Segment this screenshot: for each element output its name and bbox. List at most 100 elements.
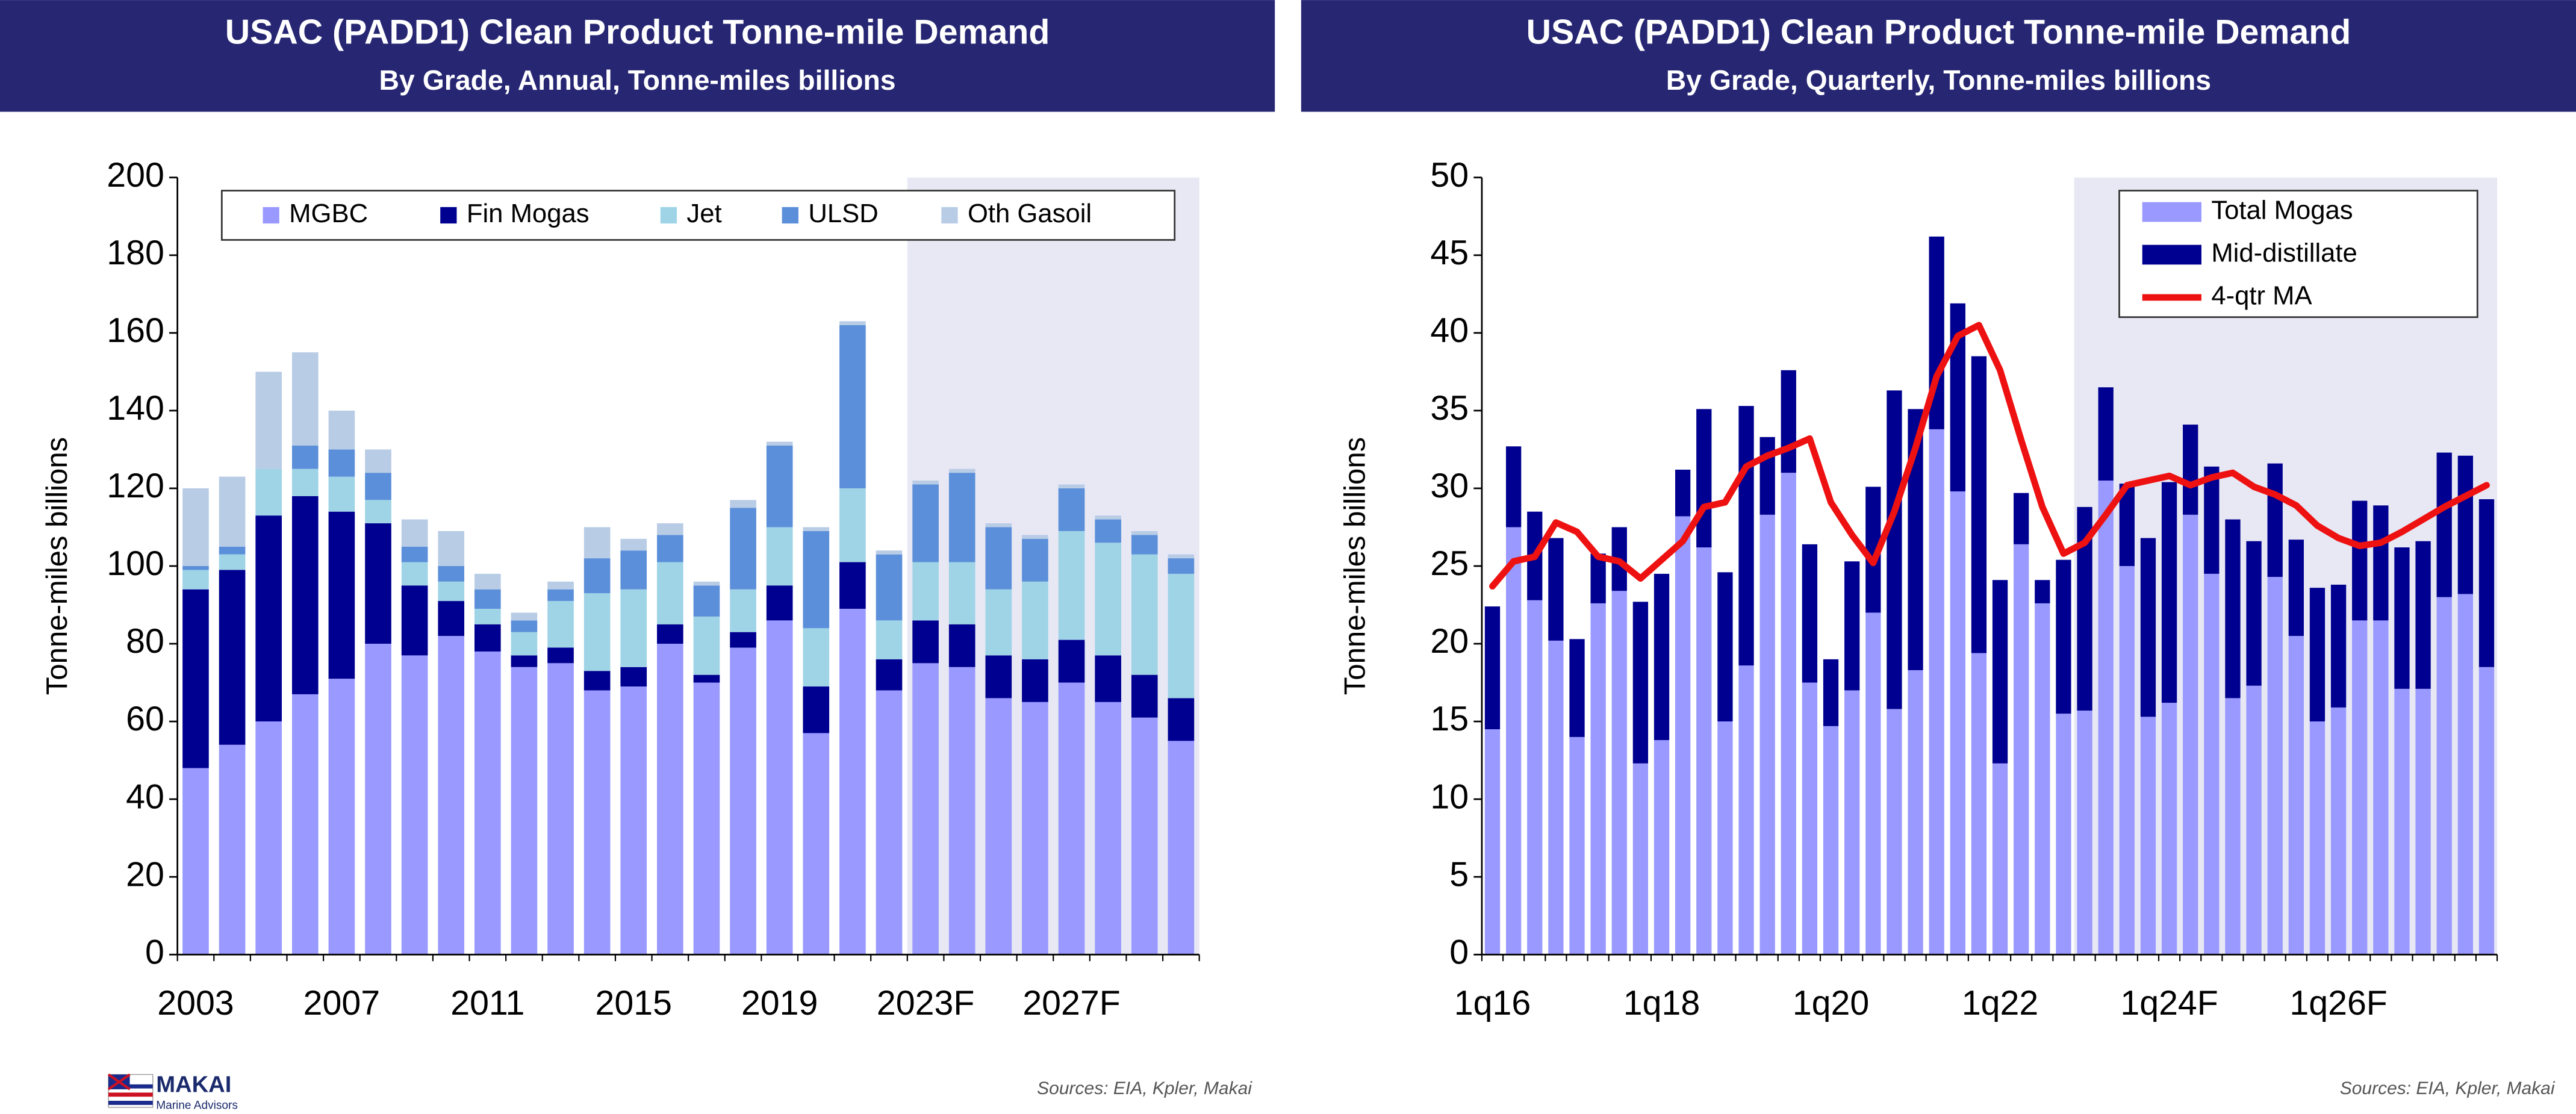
bar: [2056, 714, 2071, 955]
bar: [1781, 370, 1796, 473]
bar: [1131, 674, 1158, 718]
bar: [1058, 531, 1085, 640]
bar: [1022, 702, 1048, 955]
bar: [657, 523, 683, 535]
bar: [438, 601, 465, 636]
bar: [1058, 484, 1085, 488]
bar: [1168, 558, 1195, 574]
bar: [583, 690, 611, 955]
bar: [1131, 554, 1158, 675]
x-tick-label: 1q16: [1454, 984, 1531, 1022]
bar: [2098, 481, 2114, 955]
bar: [219, 546, 246, 555]
bar: [1168, 573, 1195, 699]
bar: [583, 558, 611, 594]
bar: [182, 768, 209, 955]
bar: [2415, 541, 2431, 689]
chart: 0 20 40 60 80 100 120 140 160 180 200 Tonne-miles b…: [41, 156, 1200, 1022]
bar: [219, 570, 246, 745]
bar: [255, 721, 282, 955]
bar: [2204, 466, 2220, 574]
y-tick-label: 35: [1430, 389, 1469, 428]
bar: [1058, 682, 1085, 955]
bar: [803, 628, 830, 687]
bar: [328, 476, 355, 512]
bar: [730, 508, 756, 590]
bar: [2225, 698, 2241, 955]
bar: [219, 476, 246, 547]
bar: [620, 686, 647, 955]
legend-box: [220, 190, 1176, 241]
bar: [511, 667, 538, 955]
bar: [2288, 636, 2304, 955]
bar: [730, 500, 756, 508]
bar: [1823, 659, 1839, 726]
x-tick-label: 1q26F: [2289, 984, 2387, 1022]
source-note: Sources: EIA, Kpler, Makai: [2340, 1078, 2556, 1098]
y-tick-label: 60: [126, 700, 164, 738]
bar: [2204, 573, 2220, 955]
bar: [291, 352, 319, 446]
bar: [1569, 736, 1585, 955]
legend-label: Total Mogas: [2211, 196, 2353, 225]
bar: [2267, 463, 2283, 577]
bar: [2352, 500, 2368, 621]
bar: [401, 655, 428, 955]
bar: [1971, 356, 1987, 653]
x-tick-label: 2027F: [1022, 984, 1120, 1022]
x-tick-label: 1q18: [1623, 984, 1700, 1022]
bar: [620, 550, 647, 590]
bar: [985, 523, 1012, 527]
bar: [1058, 488, 1085, 531]
bar: [985, 698, 1012, 955]
bar: [547, 663, 574, 955]
bar: [948, 468, 975, 473]
y-tick-label: 40: [1430, 311, 1469, 350]
bar: [1131, 717, 1158, 955]
bar: [1654, 573, 1670, 741]
bar: [583, 527, 611, 559]
bar: [2309, 721, 2326, 955]
bar: [1781, 473, 1796, 955]
bar: [365, 473, 391, 500]
bar: [291, 694, 319, 955]
y-tick-label: 5: [1449, 855, 1469, 894]
bar: [1527, 600, 1543, 955]
bar: [511, 612, 538, 621]
bar: [1505, 527, 1522, 955]
bar: [766, 441, 793, 446]
bar: [401, 562, 428, 586]
bar: [2140, 717, 2156, 955]
bar: [2373, 620, 2389, 955]
bar: [255, 515, 282, 722]
bar: [839, 562, 866, 609]
bar: [2161, 482, 2177, 703]
x-tick-label: 1q22: [1962, 984, 2038, 1022]
bar: [1908, 670, 1923, 955]
bar: [401, 546, 428, 562]
bar: [438, 531, 465, 567]
bar: [803, 527, 830, 531]
bar: [511, 655, 538, 667]
bar: [2373, 505, 2389, 621]
bar: [365, 523, 391, 644]
bar: [1022, 581, 1048, 659]
bar: [693, 674, 720, 683]
bar: [1058, 639, 1085, 683]
bar: [620, 538, 647, 551]
legend-swatch: [263, 207, 279, 224]
bar: [985, 589, 1012, 656]
bar: [1548, 640, 1564, 955]
bar: [2098, 387, 2114, 481]
y-tick-label: 15: [1430, 700, 1469, 738]
bar: [1484, 729, 1501, 955]
bar: [365, 449, 391, 473]
bar: [583, 593, 611, 671]
bar: [1168, 698, 1195, 741]
bar: [1505, 446, 1522, 527]
bar: [1717, 721, 1733, 955]
bar: [1844, 561, 1860, 691]
legend-label: MGBC: [289, 199, 368, 228]
chart-title: USAC (PADD1) Clean Product Tonne-mile De…: [225, 13, 1050, 52]
bar: [2035, 580, 2050, 603]
